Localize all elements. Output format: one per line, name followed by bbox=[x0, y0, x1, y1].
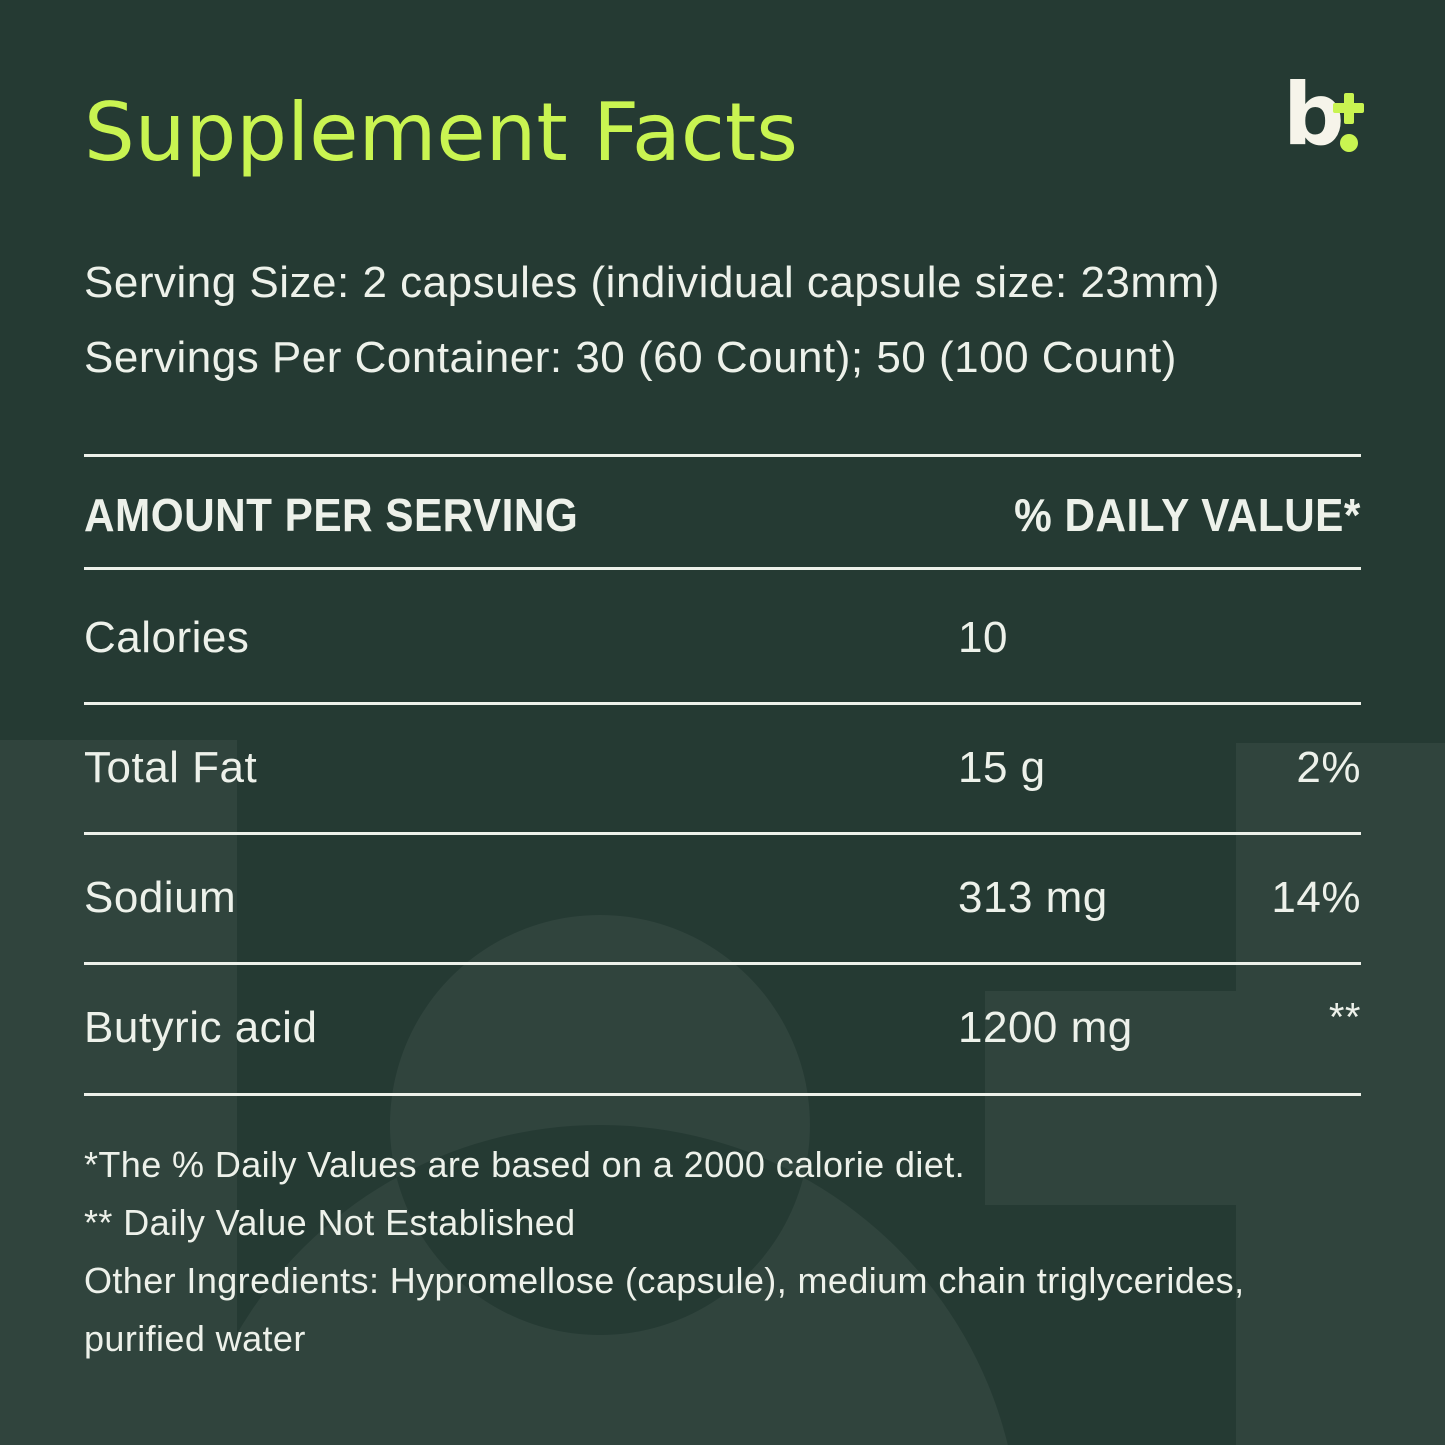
logo-dot-icon bbox=[1340, 134, 1358, 152]
table-rule-bottom bbox=[84, 1093, 1361, 1096]
table-rule-after-sodium bbox=[84, 962, 1361, 965]
table-rule-header-bottom bbox=[84, 567, 1361, 570]
column-header-daily-value: % DAILY VALUE* bbox=[1014, 489, 1361, 541]
footnote-other-ingredients: Other Ingredients: Hypromellose (capsule… bbox=[84, 1260, 1245, 1301]
footnotes: *The % Daily Values are based on a 2000 … bbox=[84, 1136, 1244, 1368]
row-value-butyric-acid: 1200 mg bbox=[958, 1003, 1133, 1052]
footnote-daily-values: *The % Daily Values are based on a 2000 … bbox=[84, 1144, 966, 1185]
serving-size-line: Serving Size: 2 capsules (individual cap… bbox=[84, 258, 1220, 307]
row-label-total-fat: Total Fat bbox=[84, 743, 258, 792]
table-rule-after-total-fat bbox=[84, 832, 1361, 835]
row-value-sodium: 313 mg bbox=[958, 873, 1108, 922]
brand-logo: b bbox=[1283, 72, 1375, 168]
row-dv-butyric-acid: ** bbox=[1328, 995, 1361, 1040]
row-dv-sodium: 14% bbox=[1271, 873, 1361, 922]
footnote-dv-not-established: ** Daily Value Not Established bbox=[84, 1202, 576, 1243]
table-rule-top bbox=[84, 454, 1361, 457]
page-title: Supplement Facts bbox=[84, 86, 798, 179]
row-dv-total-fat: 2% bbox=[1296, 743, 1361, 792]
logo-plus-icon bbox=[1343, 92, 1354, 124]
row-value-total-fat: 15 g bbox=[958, 743, 1046, 792]
footnote-other-ingredients-cont: purified water bbox=[84, 1318, 306, 1359]
logo-letter-b: b bbox=[1283, 65, 1345, 165]
row-label-calories: Calories bbox=[84, 613, 250, 662]
row-value-calories: 10 bbox=[958, 613, 1008, 662]
table-rule-after-calories bbox=[84, 702, 1361, 705]
servings-per-container-line: Servings Per Container: 30 (60 Count); 5… bbox=[84, 333, 1177, 382]
row-label-sodium: Sodium bbox=[84, 873, 237, 922]
row-label-butyric-acid: Butyric acid bbox=[84, 1003, 318, 1052]
column-header-amount-per-serving: AMOUNT PER SERVING bbox=[84, 489, 579, 541]
